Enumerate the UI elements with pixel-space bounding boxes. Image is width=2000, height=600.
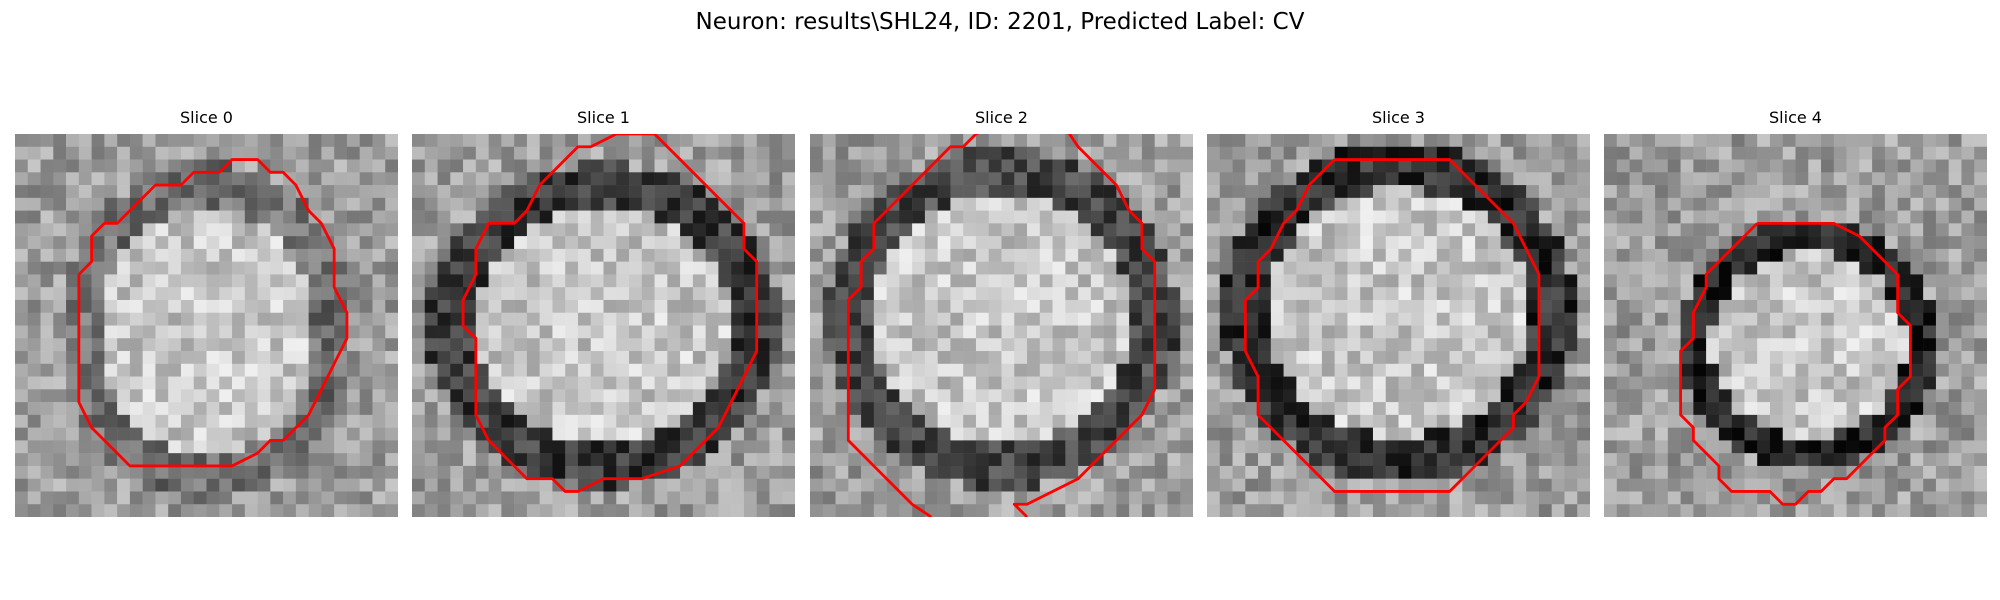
contour-0 xyxy=(77,158,349,468)
slice-title-3: Slice 3 xyxy=(1372,108,1425,127)
slice-title-1: Slice 1 xyxy=(577,108,630,127)
slice-image-2 xyxy=(810,134,1193,517)
figure-title: Neuron: results\SHL24, ID: 2201, Predict… xyxy=(695,9,1305,35)
slice-image-4 xyxy=(1604,134,1987,517)
slice-image-3 xyxy=(1207,134,1590,517)
slice-title-0: Slice 0 xyxy=(180,108,233,127)
slice-image-0 xyxy=(15,134,398,517)
contour-2 xyxy=(846,134,980,517)
contour-4 xyxy=(1679,221,1912,506)
contour-3 xyxy=(1243,158,1541,493)
contour-1 xyxy=(461,134,759,493)
slice-title-2: Slice 2 xyxy=(975,108,1028,127)
slice-title-4: Slice 4 xyxy=(1769,108,1822,127)
contour-2b xyxy=(1012,134,1157,517)
slice-image-1 xyxy=(412,134,795,517)
